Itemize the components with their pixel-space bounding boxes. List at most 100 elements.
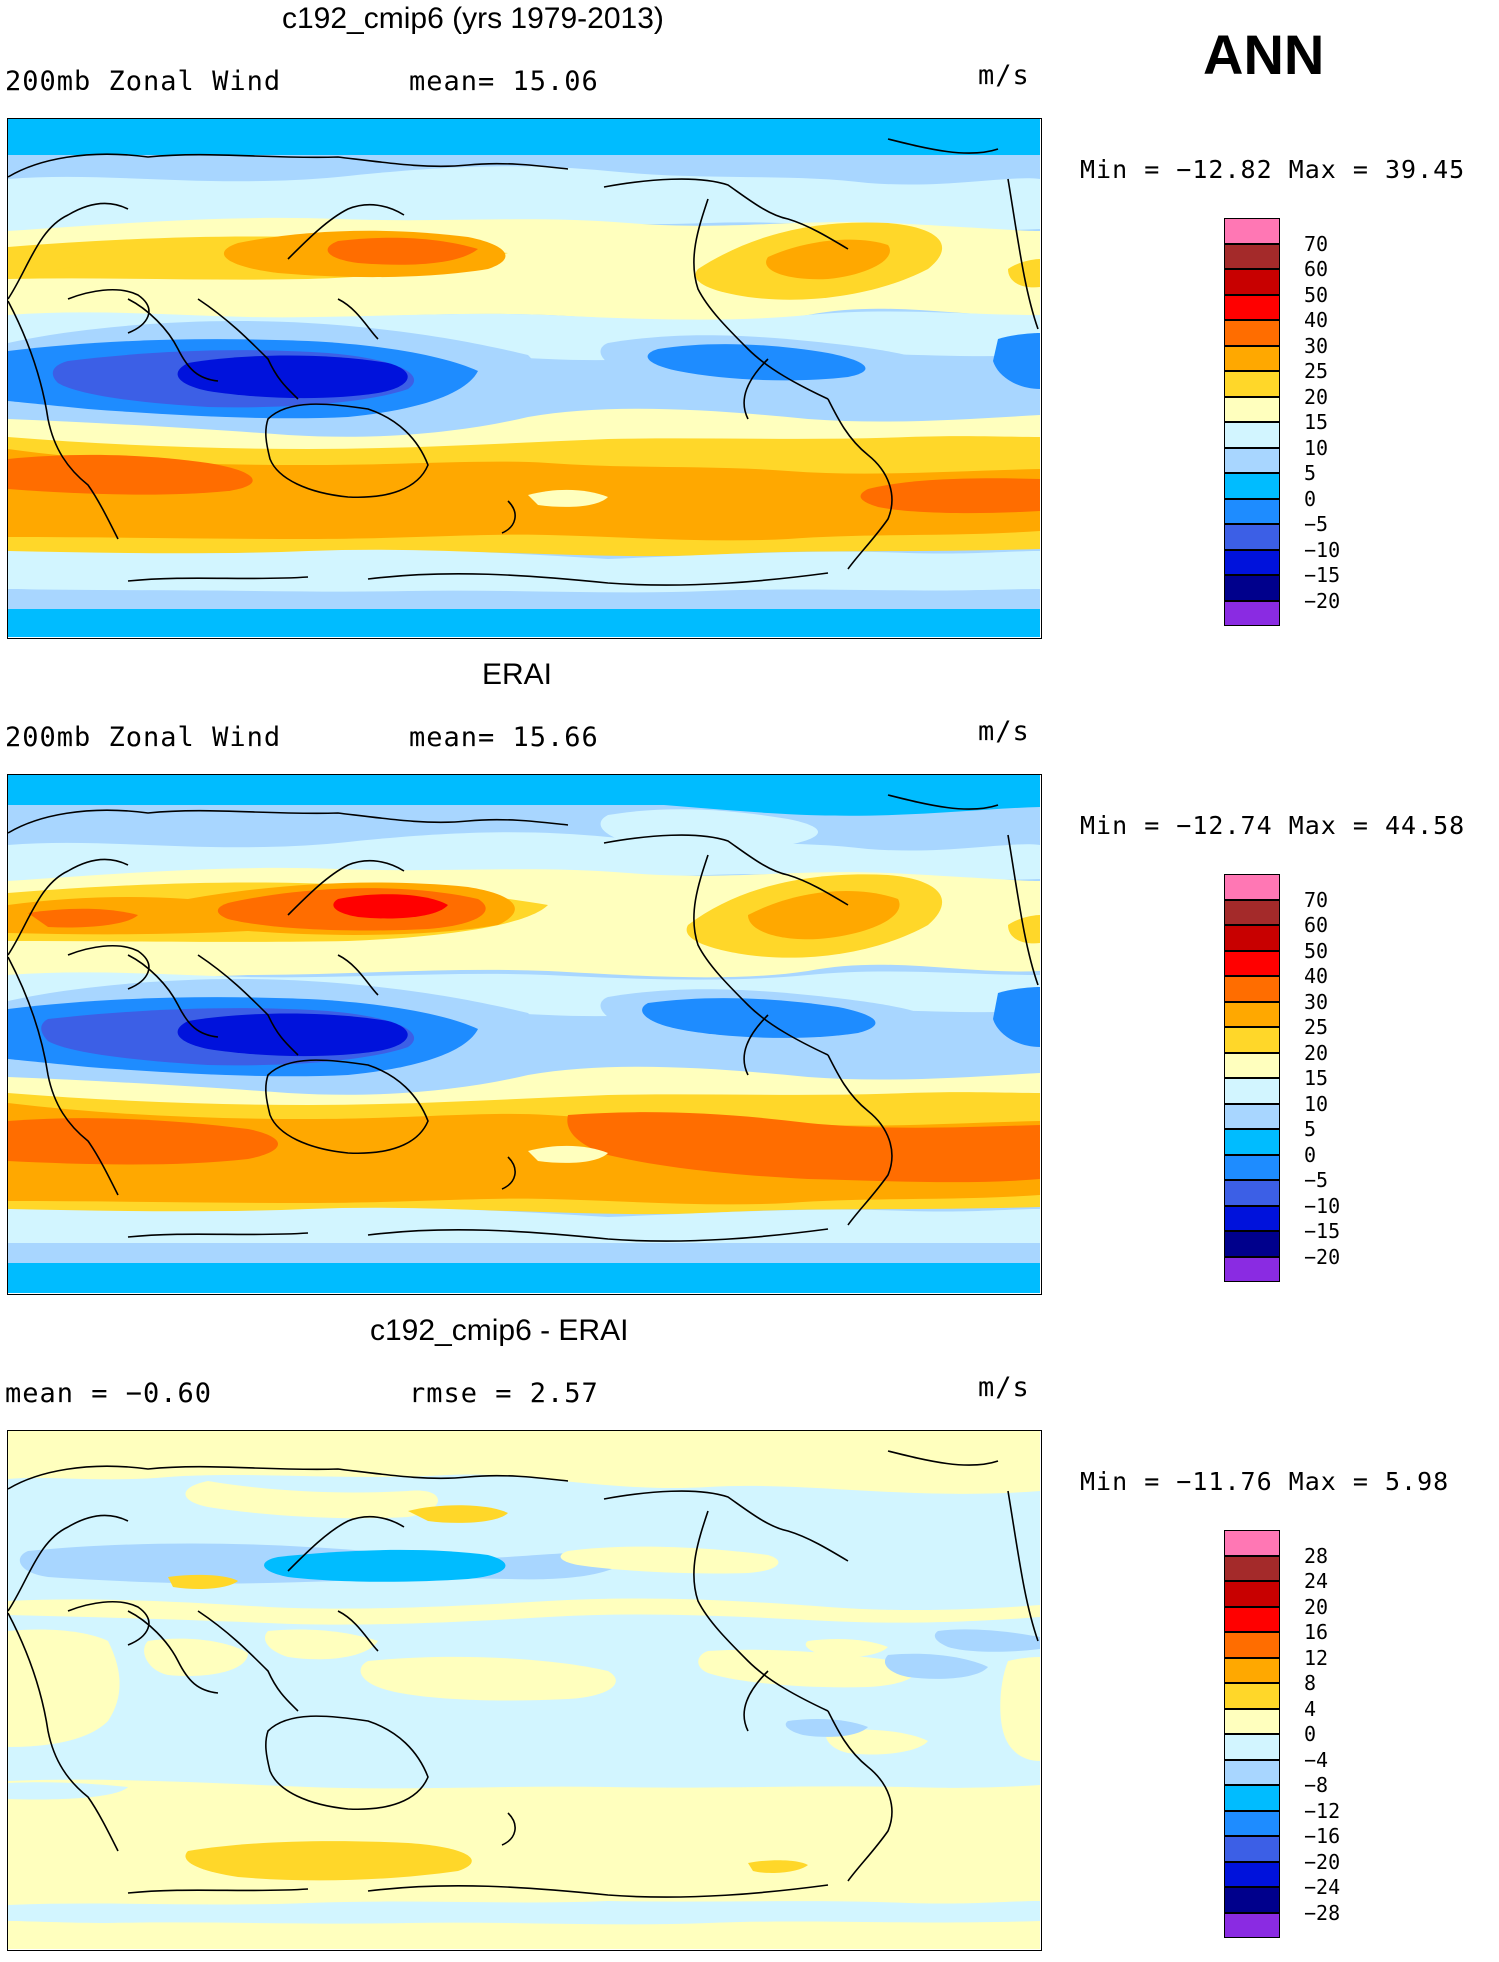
colorbar-swatch xyxy=(1224,396,1280,422)
panel-2-minmax: Min = −12.74 Max = 44.58 xyxy=(1080,811,1466,840)
colorbar-swatch xyxy=(1224,1530,1280,1556)
colorbar-swatch xyxy=(1224,1205,1280,1231)
colorbar-label: 5 xyxy=(1304,461,1317,485)
colorbar-label: −5 xyxy=(1304,1168,1329,1192)
colorbar-swatch xyxy=(1224,549,1280,575)
colorbar-label: 8 xyxy=(1304,1671,1317,1695)
panel-1-coastlines xyxy=(8,138,1039,586)
colorbar-label: −20 xyxy=(1304,1244,1341,1269)
colorbar-swatch xyxy=(1224,1256,1280,1282)
colorbar-swatch xyxy=(1224,1001,1280,1027)
panel-2-left-label: 200mb Zonal Wind xyxy=(5,722,282,753)
colorbar-label: 0 xyxy=(1304,1722,1317,1746)
colorbar-swatch xyxy=(1224,1683,1280,1709)
panel-1-mean-label: mean= 15.06 xyxy=(409,66,599,97)
colorbar-label: 20 xyxy=(1304,1594,1329,1619)
colorbar-label: −20 xyxy=(1304,1849,1341,1874)
colorbar-swatch xyxy=(1224,1759,1280,1785)
panel-2-contour-map xyxy=(8,775,1040,1293)
panel-3-rmse-label: rmse = 2.57 xyxy=(409,1378,599,1409)
colorbar-label: 60 xyxy=(1304,257,1329,281)
colorbar-swatch xyxy=(1224,1810,1280,1836)
colorbar-label: −20 xyxy=(1304,588,1341,613)
colorbar-swatch xyxy=(1224,1180,1280,1206)
colorbar-label: 40 xyxy=(1304,964,1329,988)
colorbar-label: 5 xyxy=(1304,1117,1317,1141)
colorbar-label: 15 xyxy=(1304,1066,1329,1090)
colorbar-label: −10 xyxy=(1304,537,1341,562)
colorbar-swatch xyxy=(1224,1734,1280,1760)
colorbar-label: 4 xyxy=(1304,1696,1317,1721)
panel-2-coastlines xyxy=(8,794,1039,1242)
colorbar-label: 10 xyxy=(1304,435,1329,460)
panel-3-map xyxy=(7,1430,1042,1951)
colorbar-swatch xyxy=(1224,1555,1280,1581)
colorbar-swatch xyxy=(1224,345,1280,371)
panel-2-title: ERAI xyxy=(482,658,553,691)
panel-1-minmax: Min = −12.82 Max = 39.45 xyxy=(1080,155,1466,184)
colorbar-label: −10 xyxy=(1304,1193,1341,1218)
colorbar-swatch xyxy=(1224,218,1280,244)
colorbar-swatch xyxy=(1224,1861,1280,1887)
colorbar-swatch xyxy=(1224,1887,1280,1913)
colorbar-swatch xyxy=(1224,925,1280,951)
colorbar-swatch xyxy=(1224,600,1280,626)
colorbar-label: 50 xyxy=(1304,938,1329,963)
colorbar-label: 60 xyxy=(1304,913,1329,937)
panel-2-units: m/s xyxy=(978,716,1030,747)
colorbar-label: −15 xyxy=(1304,1219,1341,1243)
panel-3-coastlines xyxy=(8,1450,1039,1898)
colorbar-label: 24 xyxy=(1304,1569,1329,1593)
colorbar-label: 70 xyxy=(1304,231,1329,256)
colorbar-swatch xyxy=(1224,1912,1280,1938)
colorbar-swatch xyxy=(1224,1606,1280,1632)
colorbar-label: −24 xyxy=(1304,1875,1341,1899)
colorbar-swatch xyxy=(1224,1154,1280,1180)
panel-3-contour-map xyxy=(8,1431,1040,1949)
colorbar-label: −4 xyxy=(1304,1747,1329,1772)
colorbar-label: 40 xyxy=(1304,308,1329,332)
colorbar-label: 0 xyxy=(1304,1142,1317,1167)
panel-3-mean-label: mean = −0.60 xyxy=(5,1378,213,1409)
colorbar-swatch xyxy=(1224,874,1280,900)
panel-3-title: c192_cmip6 - ERAI xyxy=(370,1314,629,1347)
panel-2-colorbar: 70 60 50 40 30 25 20 15 10 5 0 −5 −10 −15 −20 xyxy=(1224,874,1364,1283)
colorbar-swatch xyxy=(1224,1785,1280,1811)
panel-3-colorbar: 28 24 20 16 12 8 4 0 −4 −8 −12 −16 −20 −24 −28 xyxy=(1224,1530,1364,1939)
colorbar-label: −15 xyxy=(1304,563,1341,587)
colorbar-swatch xyxy=(1224,950,1280,976)
panel-1-title: c192_cmip6 (yrs 1979-2013) xyxy=(282,2,664,35)
panel-3-minmax: Min = −11.76 Max = 5.98 xyxy=(1080,1467,1450,1496)
panel-3-units: m/s xyxy=(978,1372,1030,1403)
colorbar-label: 0 xyxy=(1304,486,1317,511)
colorbar-swatch xyxy=(1224,1581,1280,1607)
colorbar-label: 28 xyxy=(1304,1543,1329,1568)
colorbar-swatch xyxy=(1224,498,1280,524)
colorbar-swatch xyxy=(1224,1708,1280,1734)
colorbar-swatch xyxy=(1224,1632,1280,1658)
colorbar-label: 16 xyxy=(1304,1620,1329,1644)
panel-2-map xyxy=(7,774,1042,1295)
colorbar-label: 25 xyxy=(1304,1015,1329,1039)
colorbar-label: −16 xyxy=(1304,1824,1341,1848)
colorbar-swatch xyxy=(1224,1231,1280,1257)
panel-1-colorbar: 70 60 50 40 30 25 20 15 10 5 0 −5 −10 −15 −20 xyxy=(1224,218,1364,627)
colorbar-label: −8 xyxy=(1304,1773,1329,1797)
colorbar-label: −12 xyxy=(1304,1798,1341,1823)
colorbar-label: 25 xyxy=(1304,359,1329,383)
colorbar-swatch xyxy=(1224,976,1280,1002)
colorbar-label: −28 xyxy=(1304,1900,1341,1925)
panel-1-map xyxy=(7,118,1042,639)
colorbar-swatch xyxy=(1224,1129,1280,1155)
colorbar-label: 20 xyxy=(1304,1040,1329,1065)
colorbar-swatch xyxy=(1224,294,1280,320)
panel-1-left-label: 200mb Zonal Wind xyxy=(5,66,282,97)
colorbar-label: 50 xyxy=(1304,282,1329,307)
colorbar-swatch xyxy=(1224,1836,1280,1862)
colorbar-swatch xyxy=(1224,473,1280,499)
colorbar-label: 12 xyxy=(1304,1645,1329,1670)
colorbar-swatch xyxy=(1224,269,1280,295)
colorbar-swatch xyxy=(1224,1078,1280,1104)
colorbar-swatch xyxy=(1224,320,1280,346)
colorbar-swatch xyxy=(1224,524,1280,550)
